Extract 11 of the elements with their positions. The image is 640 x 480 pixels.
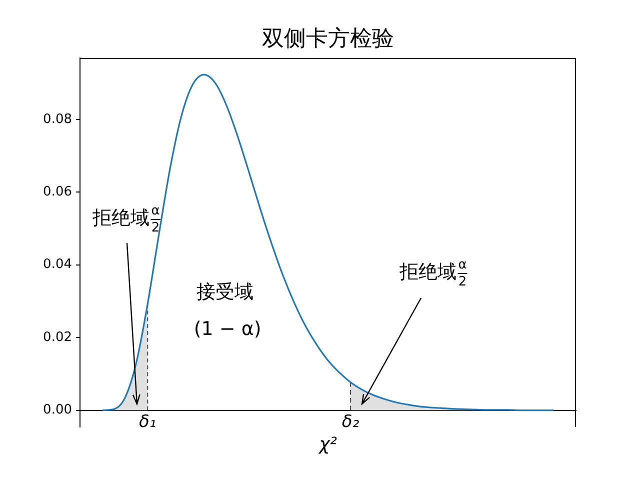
y-tick-label: 0.00 bbox=[43, 402, 72, 418]
x-axis-title: χ² bbox=[318, 434, 337, 456]
annotation: (1 − α) bbox=[194, 318, 262, 340]
y-tick-label: 0.08 bbox=[43, 112, 72, 127]
annotation: 接受域 bbox=[196, 280, 254, 303]
y-tick-label: 0.06 bbox=[43, 184, 72, 200]
x-tick-label: δ₁ bbox=[139, 412, 156, 432]
y-tick-label: 0.02 bbox=[43, 330, 72, 345]
x-tick-label: δ₂ bbox=[342, 412, 360, 432]
chart-title: 双侧卡方检验 bbox=[262, 26, 394, 52]
y-tick-label: 0.04 bbox=[43, 257, 72, 272]
